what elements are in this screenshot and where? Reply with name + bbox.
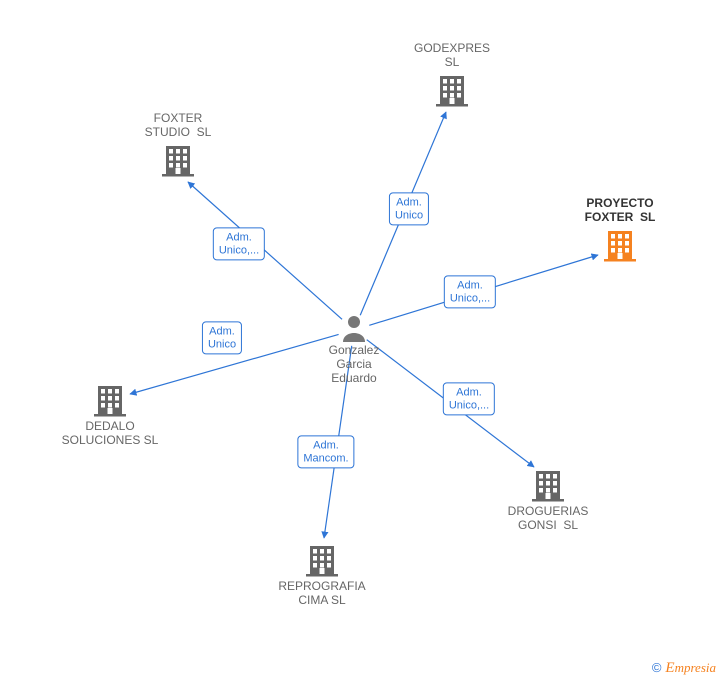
edge-label: Adm. Unico xyxy=(389,192,429,225)
edge-label: Adm. Unico,... xyxy=(444,275,496,308)
building-icon xyxy=(94,386,126,417)
edge-label: Adm. Mancom. xyxy=(297,435,354,468)
node-label: DEDALO SOLUCIONES SL xyxy=(62,420,159,448)
brand-rest: mpresia xyxy=(675,660,716,675)
node-label: PROYECTO FOXTER SL xyxy=(585,197,656,225)
copyright-symbol: © xyxy=(652,660,662,675)
building-icon xyxy=(604,231,636,262)
building-icon xyxy=(306,546,338,577)
person-icon xyxy=(343,316,365,342)
edge-label: Adm. Unico,... xyxy=(443,382,495,415)
building-icon xyxy=(436,76,468,107)
node-label: REPROGRAFIA CIMA SL xyxy=(278,580,365,608)
brand-initial: E xyxy=(665,660,674,676)
node-label: FOXTER STUDIO SL xyxy=(145,112,212,140)
center-label: Gonzalez Garcia Eduardo xyxy=(329,344,380,385)
node-label: DROGUERIAS GONSI SL xyxy=(508,505,589,533)
edge-label: Adm. Unico xyxy=(202,321,242,354)
edge xyxy=(188,182,342,319)
footer-brand: ©Empresia xyxy=(652,660,716,677)
edge-label: Adm. Unico,... xyxy=(213,227,265,260)
building-icon xyxy=(162,146,194,177)
building-icon xyxy=(532,471,564,502)
node-label: GODEXPRES SL xyxy=(414,42,490,70)
